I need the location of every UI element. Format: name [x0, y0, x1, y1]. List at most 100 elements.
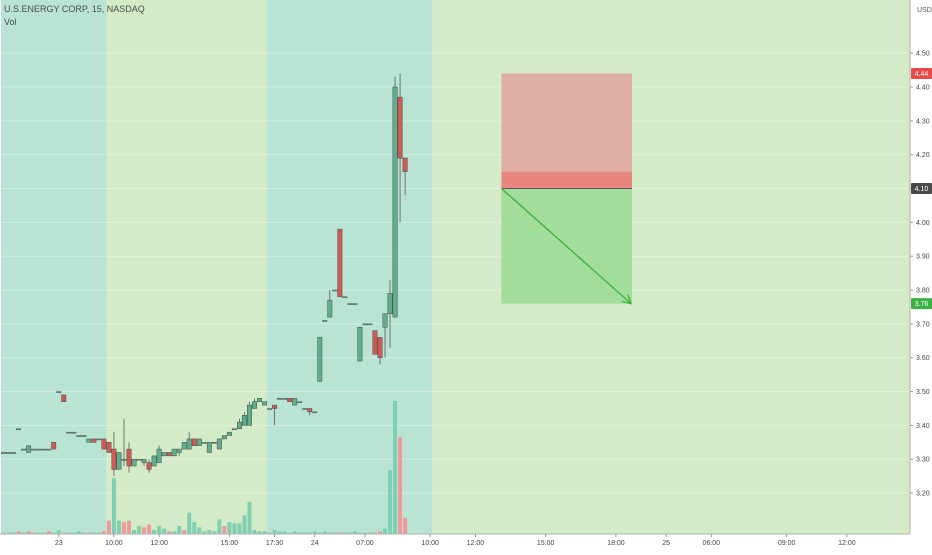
volume-bar	[157, 526, 162, 534]
candle-body	[322, 320, 328, 322]
short-position-tool[interactable]	[501, 73, 632, 305]
candle-body	[196, 438, 202, 446]
candle-body	[186, 438, 192, 450]
time-axis[interactable]	[0, 534, 932, 550]
candle	[272, 404, 278, 426]
candle	[387, 279, 393, 348]
candle-body	[242, 414, 247, 426]
volume-bar	[347, 532, 352, 534]
candle-body	[272, 404, 278, 409]
volume-bar	[312, 531, 317, 534]
volume-bar	[16, 531, 21, 534]
candle	[76, 435, 82, 437]
price-axis[interactable]	[910, 0, 932, 550]
price-badge: 3.76	[911, 298, 932, 310]
candle-body	[216, 438, 222, 450]
price-badge-bg	[911, 183, 932, 195]
candle	[86, 438, 92, 443]
candle-body	[402, 157, 408, 172]
volume-bar	[182, 530, 187, 534]
volume-bar	[71, 532, 76, 534]
volume-bar	[46, 531, 51, 534]
candle-body	[131, 458, 137, 467]
candle	[136, 458, 142, 461]
volume-bar	[111, 478, 116, 534]
candle	[262, 401, 267, 406]
candle	[327, 290, 333, 318]
time-tick-label: 24	[311, 540, 319, 547]
candle	[171, 448, 177, 457]
volume-bar	[147, 524, 152, 534]
candle	[46, 448, 52, 451]
candle	[287, 398, 293, 402]
volume-bar	[327, 532, 332, 534]
candle-body	[342, 296, 348, 299]
price-badge: 4.44	[911, 67, 932, 79]
price-badge-label: 3.76	[915, 301, 929, 308]
time-tick-label: 06:00	[703, 540, 721, 547]
candle-body	[56, 391, 62, 393]
volume-bar	[21, 532, 26, 534]
volume-bar	[322, 531, 327, 534]
candle-body	[297, 401, 303, 403]
extended-hours-session	[267, 0, 433, 534]
candle-body	[377, 337, 383, 358]
candle-body	[176, 448, 182, 453]
price-tick-label: 4.20	[916, 152, 930, 159]
volume-bar	[307, 532, 312, 534]
price-badge-bg	[911, 298, 932, 310]
candle	[91, 438, 97, 443]
candle-body	[36, 448, 42, 451]
session-backgrounds	[1, 0, 910, 534]
candle-body	[121, 458, 127, 461]
price-badge-bg	[911, 67, 932, 79]
volume-bar	[212, 531, 217, 534]
time-tick-label: 12:00	[467, 540, 485, 547]
time-tick-label: 17:30	[266, 540, 284, 547]
candle-body	[357, 327, 363, 362]
volume-bar	[342, 532, 347, 534]
candle-body	[392, 86, 398, 318]
volume-bar	[1, 532, 6, 534]
volume-bar	[121, 522, 126, 534]
volume-bar	[383, 528, 388, 534]
candle	[31, 448, 37, 451]
candle	[206, 442, 212, 453]
regular-session	[106, 0, 268, 534]
candle	[367, 323, 373, 326]
candle	[382, 313, 388, 358]
candle	[51, 442, 57, 450]
candle-body	[146, 462, 152, 470]
currency-label: USD	[917, 7, 932, 14]
candle	[196, 438, 202, 446]
candle-body	[252, 401, 257, 409]
candle	[236, 418, 242, 430]
candle	[201, 442, 207, 444]
volume-bars	[1, 401, 408, 534]
volume-bar	[162, 528, 167, 534]
volume-bar	[217, 519, 222, 534]
volume-bar	[352, 531, 357, 534]
candle	[191, 438, 197, 446]
candle	[297, 401, 303, 403]
price-tick-label: 4.00	[916, 220, 930, 227]
candle	[126, 442, 132, 473]
volume-bar	[277, 531, 282, 534]
candle	[186, 432, 192, 450]
volume-bar	[11, 532, 16, 534]
candle-body	[1, 452, 6, 454]
candle	[397, 73, 403, 223]
candle	[116, 452, 122, 470]
candle	[372, 330, 378, 355]
candle	[352, 303, 358, 305]
candle	[317, 337, 323, 382]
volume-bar	[292, 531, 297, 534]
candle-body	[247, 404, 252, 426]
candle-body	[362, 323, 368, 326]
price-badge: 4.10	[911, 183, 932, 195]
candle	[61, 394, 67, 402]
volume-bar	[106, 520, 111, 534]
candle-body	[116, 452, 122, 470]
